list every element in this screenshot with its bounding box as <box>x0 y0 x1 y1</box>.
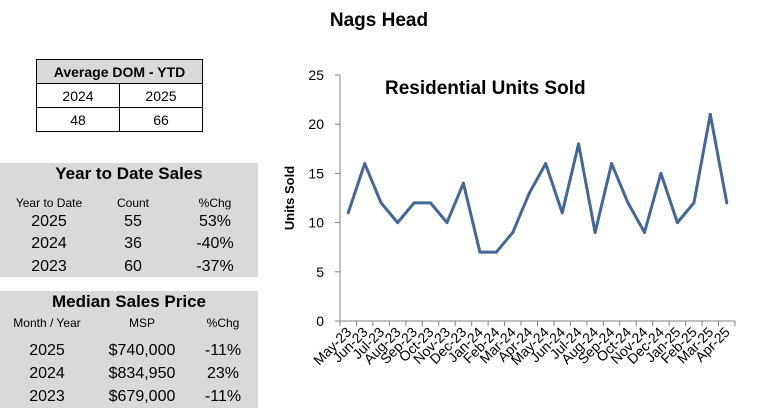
data-point <box>511 230 515 234</box>
data-point <box>675 221 679 225</box>
y-tick-label: 0 <box>316 313 324 329</box>
msp-row-price: $740,000 <box>108 342 176 359</box>
year-to-date-sales-panel: Year to Date Sales Year to Date Count %C… <box>0 163 258 277</box>
ytd-header-year: Year to Date <box>15 196 83 210</box>
chart-title: Residential Units Sold <box>385 78 586 99</box>
msp-header-msp: MSP <box>128 316 155 330</box>
chart-ticks: 0510152025May-23Jun-23Jul-23Aug-23Sep-23… <box>308 67 736 368</box>
data-point <box>412 201 416 205</box>
msp-row-price: $834,950 <box>108 365 176 382</box>
msp-row-chg: -11% <box>204 388 242 405</box>
dom-year-cell: 2025 <box>119 83 203 108</box>
y-tick-label: 5 <box>316 264 324 280</box>
data-point <box>610 162 614 166</box>
data-point <box>379 201 383 205</box>
dom-value-cell: 48 <box>36 107 120 132</box>
data-point <box>429 201 433 205</box>
series-line <box>346 112 729 254</box>
data-point <box>708 112 712 116</box>
y-tick-label: 25 <box>308 67 324 83</box>
ytd-header-count: Count <box>116 196 150 210</box>
msp-row-year: 2023 <box>29 388 65 405</box>
data-point <box>494 250 498 254</box>
ytd-row-count: 60 <box>124 258 142 275</box>
ytd-header-chg: %Chg <box>198 196 232 210</box>
data-point <box>478 250 482 254</box>
ytd-row-chg: -40% <box>196 235 234 252</box>
msp-row-year: 2025 <box>29 342 65 359</box>
ytd-row-year: 2025 <box>31 213 67 230</box>
median-sales-price-panel: Median Sales Price Month / Year MSP %Chg… <box>0 291 258 408</box>
data-point <box>659 171 663 175</box>
y-axis-label: Units Sold <box>282 166 297 230</box>
data-point <box>560 211 564 215</box>
ytd-row-chg: 53% <box>198 213 232 230</box>
ytd-row-year: 2023 <box>31 258 67 275</box>
msp-header-month-year: Month / Year <box>13 316 81 330</box>
data-point <box>626 201 630 205</box>
data-point <box>461 181 465 185</box>
ytd-row-year: 2024 <box>31 235 67 252</box>
msp-row-chg: -11% <box>204 342 242 359</box>
y-tick-label: 15 <box>308 165 324 181</box>
data-point <box>692 201 696 205</box>
dom-table-title: Average DOM - YTD <box>36 59 203 84</box>
msp-row-year: 2024 <box>29 365 65 382</box>
page-title: Nags Head <box>329 10 429 31</box>
msp-row-price: $679,000 <box>108 388 176 405</box>
data-point <box>396 221 400 225</box>
data-point <box>527 191 531 195</box>
dom-value-cell: 66 <box>119 107 203 132</box>
average-dom-table: Average DOM - YTD 2024 2025 48 66 <box>36 59 203 132</box>
y-tick-label: 10 <box>308 215 324 231</box>
chart-axes <box>339 75 735 322</box>
ytd-row-count: 55 <box>124 213 142 230</box>
data-point <box>346 211 350 215</box>
dom-year-cell: 2024 <box>36 83 120 108</box>
msp-panel-title: Median Sales Price <box>51 292 207 311</box>
data-point <box>577 142 581 146</box>
ytd-panel-title: Year to Date Sales <box>55 164 203 183</box>
data-point <box>642 230 646 234</box>
y-tick-label: 20 <box>308 116 324 132</box>
units-sold-line-chart: Residential Units Sold Units Sold 0 5 10 15… <box>282 67 736 368</box>
data-point <box>544 162 548 166</box>
data-point <box>725 201 729 205</box>
msp-row-chg: 23% <box>206 365 240 382</box>
data-point <box>363 162 367 166</box>
msp-header-chg: %Chg <box>206 316 240 330</box>
data-point <box>445 221 449 225</box>
data-point <box>593 230 597 234</box>
ytd-row-count: 36 <box>124 235 142 252</box>
ytd-row-chg: -37% <box>196 258 234 275</box>
